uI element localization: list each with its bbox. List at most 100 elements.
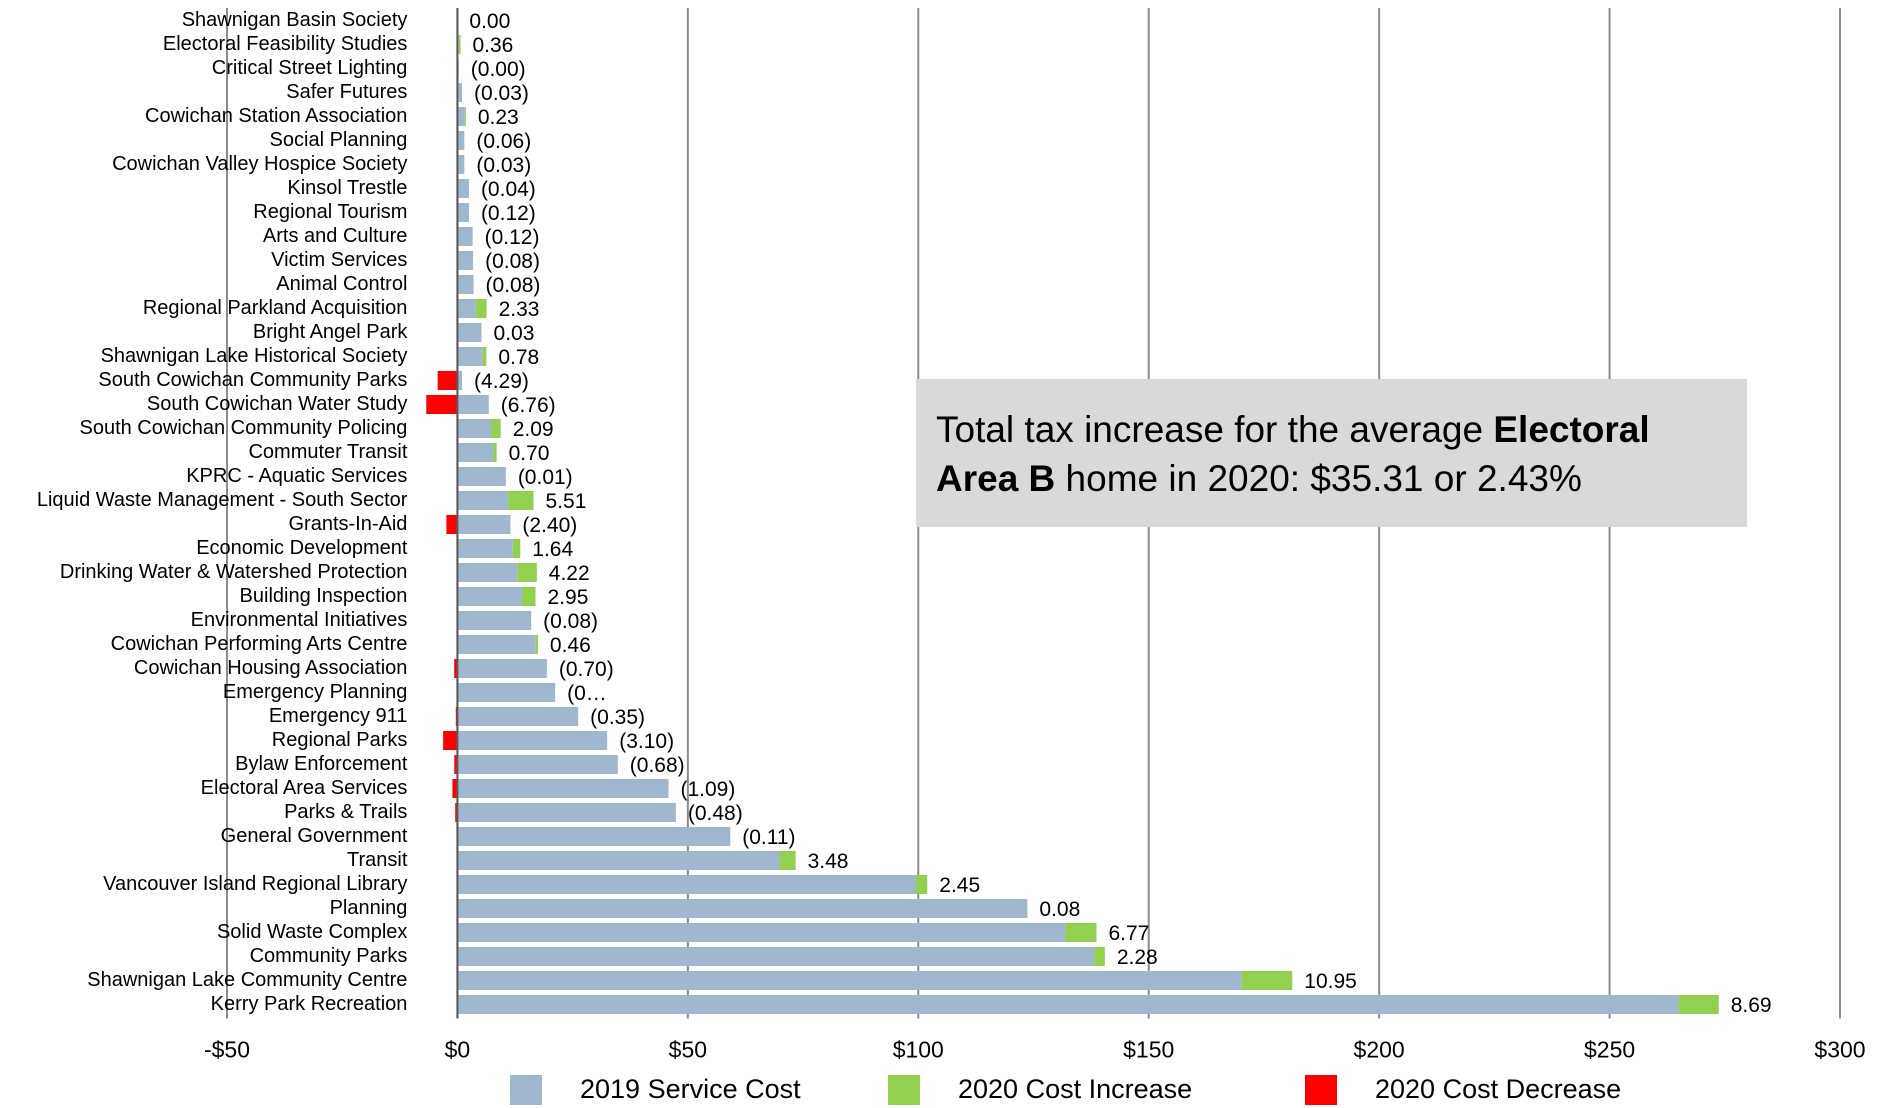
- category-label: Solid Waste Complex: [217, 921, 407, 943]
- category-label: Electoral Feasibility Studies: [163, 33, 408, 55]
- bar-base: [457, 275, 474, 294]
- category-label: Regional Parkland Acquisition: [143, 297, 408, 319]
- category-label: Regional Parks: [272, 729, 408, 751]
- bar-base: [457, 995, 1679, 1014]
- value-label: 6.77: [1108, 922, 1149, 945]
- category-label: Economic Development: [196, 537, 408, 559]
- value-label: 0.03: [494, 322, 535, 345]
- legend-label: 2020 Cost Increase: [958, 1074, 1192, 1104]
- category-label: Victim Services: [271, 249, 407, 271]
- bar-base: [457, 563, 518, 582]
- category-label: Critical Street Lighting: [212, 57, 408, 79]
- bar-base: [457, 587, 522, 606]
- value-label: 0.46: [550, 634, 591, 657]
- bar-base: [457, 515, 511, 534]
- category-label: Vancouver Island Regional Library: [103, 873, 407, 895]
- category-label: South Cowichan Community Parks: [98, 369, 407, 391]
- value-label: 0.36: [472, 34, 513, 57]
- bar-decrease: [446, 515, 458, 534]
- bar-base: [457, 971, 1242, 990]
- bar-base: [457, 755, 618, 774]
- category-label: Emergency 911: [269, 705, 408, 727]
- value-label: (2.40): [522, 514, 577, 537]
- bar-base: [457, 899, 1028, 918]
- category-label: Shawnigan Lake Community Centre: [87, 969, 407, 991]
- category-label: Commuter Transit: [248, 441, 407, 463]
- bar-base: [457, 299, 476, 318]
- bar-increase: [475, 299, 487, 318]
- bar-increase: [508, 491, 534, 510]
- bar-base: [457, 347, 483, 366]
- category-label: General Government: [221, 825, 408, 847]
- category-label: Environmental Initiatives: [191, 609, 408, 631]
- value-label: 0.78: [498, 346, 539, 369]
- legend-swatch: [1305, 1075, 1337, 1105]
- value-label: (0.00): [471, 58, 526, 81]
- value-label: (0.12): [485, 226, 540, 249]
- bar-base: [457, 155, 465, 174]
- bar-base: [457, 323, 482, 342]
- bar-base: [457, 827, 731, 846]
- bar-base: [457, 875, 916, 894]
- category-label: Building Inspection: [240, 585, 408, 607]
- value-label: 0.00: [469, 10, 510, 33]
- bar-decrease: [454, 755, 458, 774]
- value-label: 2.95: [548, 586, 589, 609]
- bar-decrease: [426, 395, 458, 414]
- value-label: (0.35): [590, 706, 645, 729]
- category-label: Electoral Area Services: [201, 777, 408, 799]
- value-label: (0.01): [518, 466, 573, 489]
- value-label: (0.68): [630, 754, 685, 777]
- x-tick-label: $100: [893, 1037, 944, 1063]
- bar-base: [457, 371, 463, 390]
- value-label: (0.03): [476, 154, 531, 177]
- bar-base: [457, 731, 608, 750]
- bar-increase: [1094, 947, 1105, 966]
- x-tick-label: $0: [445, 1037, 471, 1063]
- category-label: Bright Angel Park: [253, 321, 409, 343]
- bar-base: [457, 947, 1095, 966]
- value-label: 0.70: [509, 442, 550, 465]
- bar-base: [457, 107, 465, 126]
- category-label: Planning: [330, 897, 408, 919]
- annotation: Total tax increase for the average Elect…: [916, 379, 1747, 527]
- value-label: (0.08): [543, 610, 598, 633]
- value-label: 0.23: [478, 106, 519, 129]
- value-label: 10.95: [1304, 970, 1357, 993]
- category-label: Cowichan Housing Association: [134, 657, 408, 679]
- bar-base: [457, 923, 1066, 942]
- category-label: Safer Futures: [286, 81, 407, 103]
- bar-base: [457, 395, 489, 414]
- bar-base: [457, 803, 676, 822]
- bar-decrease: [437, 371, 458, 390]
- value-label: 5.51: [546, 490, 587, 513]
- value-label: (0.08): [486, 274, 541, 297]
- category-label: Liquid Waste Management - South Sector: [37, 489, 408, 511]
- legend-swatch: [510, 1075, 542, 1105]
- x-tick-label: $300: [1814, 1037, 1865, 1063]
- category-label: South Cowichan Community Policing: [79, 417, 407, 439]
- value-label: (1.09): [681, 778, 736, 801]
- value-label: (4.29): [474, 370, 529, 393]
- x-tick-label: -$50: [204, 1037, 250, 1063]
- value-label: (0.12): [481, 202, 536, 225]
- bar-increase: [521, 587, 536, 606]
- category-label: Community Parks: [250, 945, 408, 967]
- bar-base: [457, 467, 506, 486]
- value-label: (0.06): [476, 130, 531, 153]
- bar-base: [457, 131, 465, 150]
- bar-base: [457, 635, 536, 654]
- category-label: Emergency Planning: [223, 681, 408, 703]
- x-tick-label: $250: [1584, 1037, 1635, 1063]
- category-label: Cowichan Valley Hospice Society: [112, 153, 407, 175]
- category-label: Bylaw Enforcement: [235, 753, 408, 775]
- value-label: (0.11): [742, 826, 795, 849]
- category-label: Transit: [347, 849, 408, 871]
- bar-increase: [482, 347, 487, 366]
- value-label: 2.09: [513, 418, 554, 441]
- bar-base: [457, 659, 547, 678]
- value-label: 0.08: [1039, 898, 1080, 921]
- value-label: (0.70): [559, 658, 614, 681]
- bar-base: [457, 491, 509, 510]
